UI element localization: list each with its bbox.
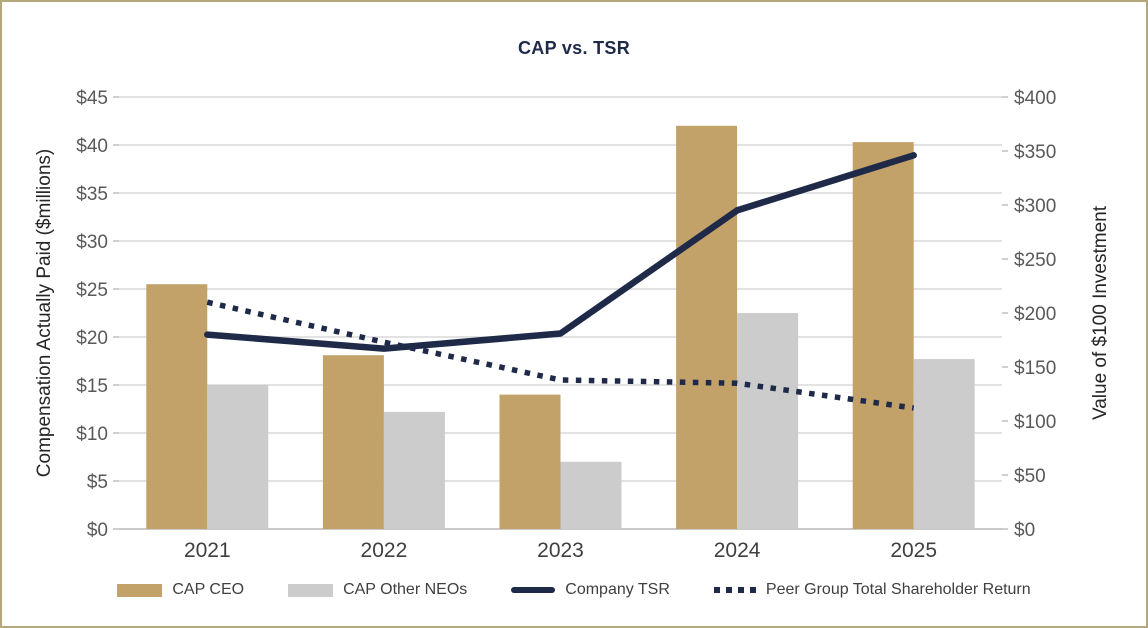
legend-swatch-peer-group-total-shareholder-return	[713, 587, 756, 593]
left-axis-tick-label: $30	[76, 232, 108, 253]
left-axis-tick-label: $35	[76, 184, 108, 205]
right-axis-tick-label: $150	[1014, 358, 1056, 379]
legend-item-cap-ceo: CAP CEO	[117, 581, 244, 599]
legend-label-company-tsr: Company TSR	[565, 581, 670, 598]
right-axis-tick-label: $300	[1014, 196, 1056, 217]
left-axis-tick-label: $0	[87, 520, 108, 541]
bar-cap-ceo-2025	[852, 142, 914, 529]
left-axis-tick-label: $10	[76, 424, 108, 445]
left-axis-tick-label: $40	[76, 136, 108, 157]
bar-cap-other-neos-2022	[383, 411, 445, 529]
right-axis-tick-label: $0	[1014, 520, 1035, 541]
right-axis-tick-label: $100	[1014, 412, 1056, 433]
bar-cap-ceo-2022	[322, 355, 384, 529]
x-axis-label-2024: 2024	[714, 539, 761, 562]
line-peer-group-total-shareholder-return	[206, 299, 915, 411]
legend-label-peer-group-total-shareholder-return: Peer Group Total Shareholder Return	[765, 581, 1031, 598]
chart-legend: CAP CEO CAP Other NEOs Company TSR Peer Gro…	[2, 581, 1146, 599]
bar-cap-ceo-2023	[499, 394, 561, 529]
legend-label-cap-ceo: CAP CEO	[172, 581, 245, 598]
legend-item-peer-group-total-shareholder-return: Peer Group Total Shareholder Return	[713, 581, 1031, 599]
legend-swatch-company-tsr	[511, 587, 556, 593]
line-company-tsr	[204, 152, 917, 352]
left-axis-tick-label: $45	[76, 88, 108, 109]
x-axis-label-2025: 2025	[890, 539, 937, 562]
x-axis-label-2022: 2022	[361, 539, 408, 562]
left-axis-tick-label: $5	[87, 472, 108, 493]
chart-title: CAP vs. TSR	[517, 38, 630, 58]
left-axis-tick-label: $20	[76, 328, 108, 349]
right-axis-tick-label: $200	[1014, 304, 1056, 325]
legend-label-cap-other-neos: CAP Other NEOs	[343, 581, 468, 598]
bar-cap-ceo-2021	[146, 284, 208, 529]
bar-cap-other-neos-2025	[913, 359, 975, 529]
right-axis-tick-label: $250	[1014, 250, 1056, 271]
bar-cap-ceo-2024	[676, 125, 738, 530]
legend-item-cap-other-neos: CAP Other NEOs	[288, 581, 467, 599]
bar-cap-other-neos-2021	[207, 385, 269, 529]
legend-swatch-cap-ceo	[117, 583, 163, 597]
bar-cap-other-neos-2024	[737, 313, 799, 529]
left-axis-tick-label: $25	[76, 280, 108, 301]
x-axis-label-2021: 2021	[184, 539, 231, 562]
bar-cap-other-neos-2023	[560, 461, 622, 529]
right-axis-tick-label: $50	[1014, 466, 1046, 487]
right-axis-tick-label: $350	[1014, 142, 1056, 163]
left-axis-tick-label: $15	[76, 376, 108, 397]
legend-item-company-tsr: Company TSR	[511, 581, 670, 599]
legend-swatch-cap-other-neos	[288, 583, 334, 597]
right-axis-tick-label: $400	[1014, 88, 1056, 109]
x-axis-label-2023: 2023	[537, 539, 584, 562]
